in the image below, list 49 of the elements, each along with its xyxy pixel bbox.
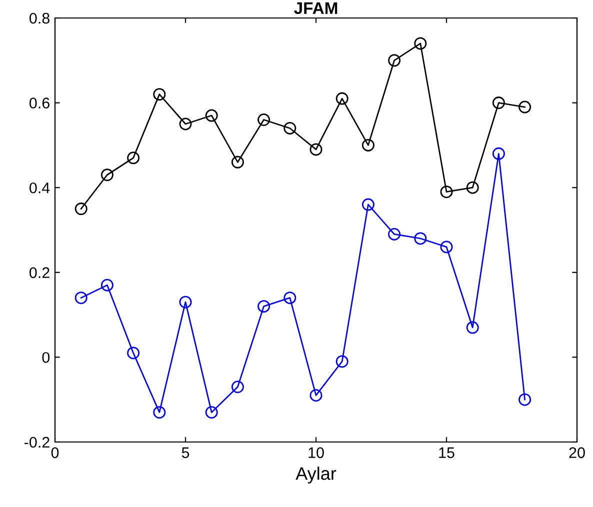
point	[362, 198, 374, 211]
point	[466, 321, 479, 334]
point	[310, 389, 322, 402]
point	[100, 278, 114, 292]
point	[231, 380, 244, 394]
point	[388, 54, 401, 67]
y-tick-label: 0.8	[30, 12, 50, 24]
y-tick-label: 0.4	[30, 182, 50, 194]
point	[179, 118, 192, 130]
y-tick-label: 0.2	[30, 267, 50, 278]
y-tick-label: 0	[42, 352, 50, 363]
point	[362, 138, 374, 152]
point	[231, 156, 244, 168]
x-tick-label: 10	[308, 447, 324, 458]
x-tick-label: 15	[439, 447, 454, 458]
x-tick-label: 20	[569, 447, 585, 458]
point	[127, 346, 140, 360]
point	[440, 186, 453, 198]
x-tick-label: 0	[51, 447, 59, 458]
x-tick-label: 5	[182, 447, 190, 458]
point	[310, 143, 322, 156]
y-tick-label: -0.2	[24, 436, 50, 448]
point	[466, 181, 479, 194]
point	[388, 228, 401, 240]
point	[492, 96, 505, 110]
point	[336, 355, 348, 368]
point	[518, 393, 532, 406]
chart-title: JFAM	[294, 2, 338, 14]
point	[205, 109, 218, 122]
point	[205, 406, 218, 419]
point	[284, 292, 296, 304]
point	[336, 92, 348, 105]
point	[258, 114, 270, 126]
point	[284, 122, 296, 134]
point	[414, 37, 427, 50]
point	[179, 296, 192, 308]
point	[258, 300, 270, 313]
point	[74, 292, 88, 304]
y-tick-label: 0.6	[30, 98, 50, 108]
point	[74, 202, 88, 216]
point	[414, 232, 427, 245]
point	[492, 147, 505, 160]
point	[127, 152, 140, 164]
point	[440, 240, 453, 254]
point	[518, 100, 532, 114]
point	[153, 88, 166, 101]
point	[100, 168, 114, 182]
point	[153, 406, 166, 419]
x-axis-title: Aylar	[296, 466, 336, 484]
